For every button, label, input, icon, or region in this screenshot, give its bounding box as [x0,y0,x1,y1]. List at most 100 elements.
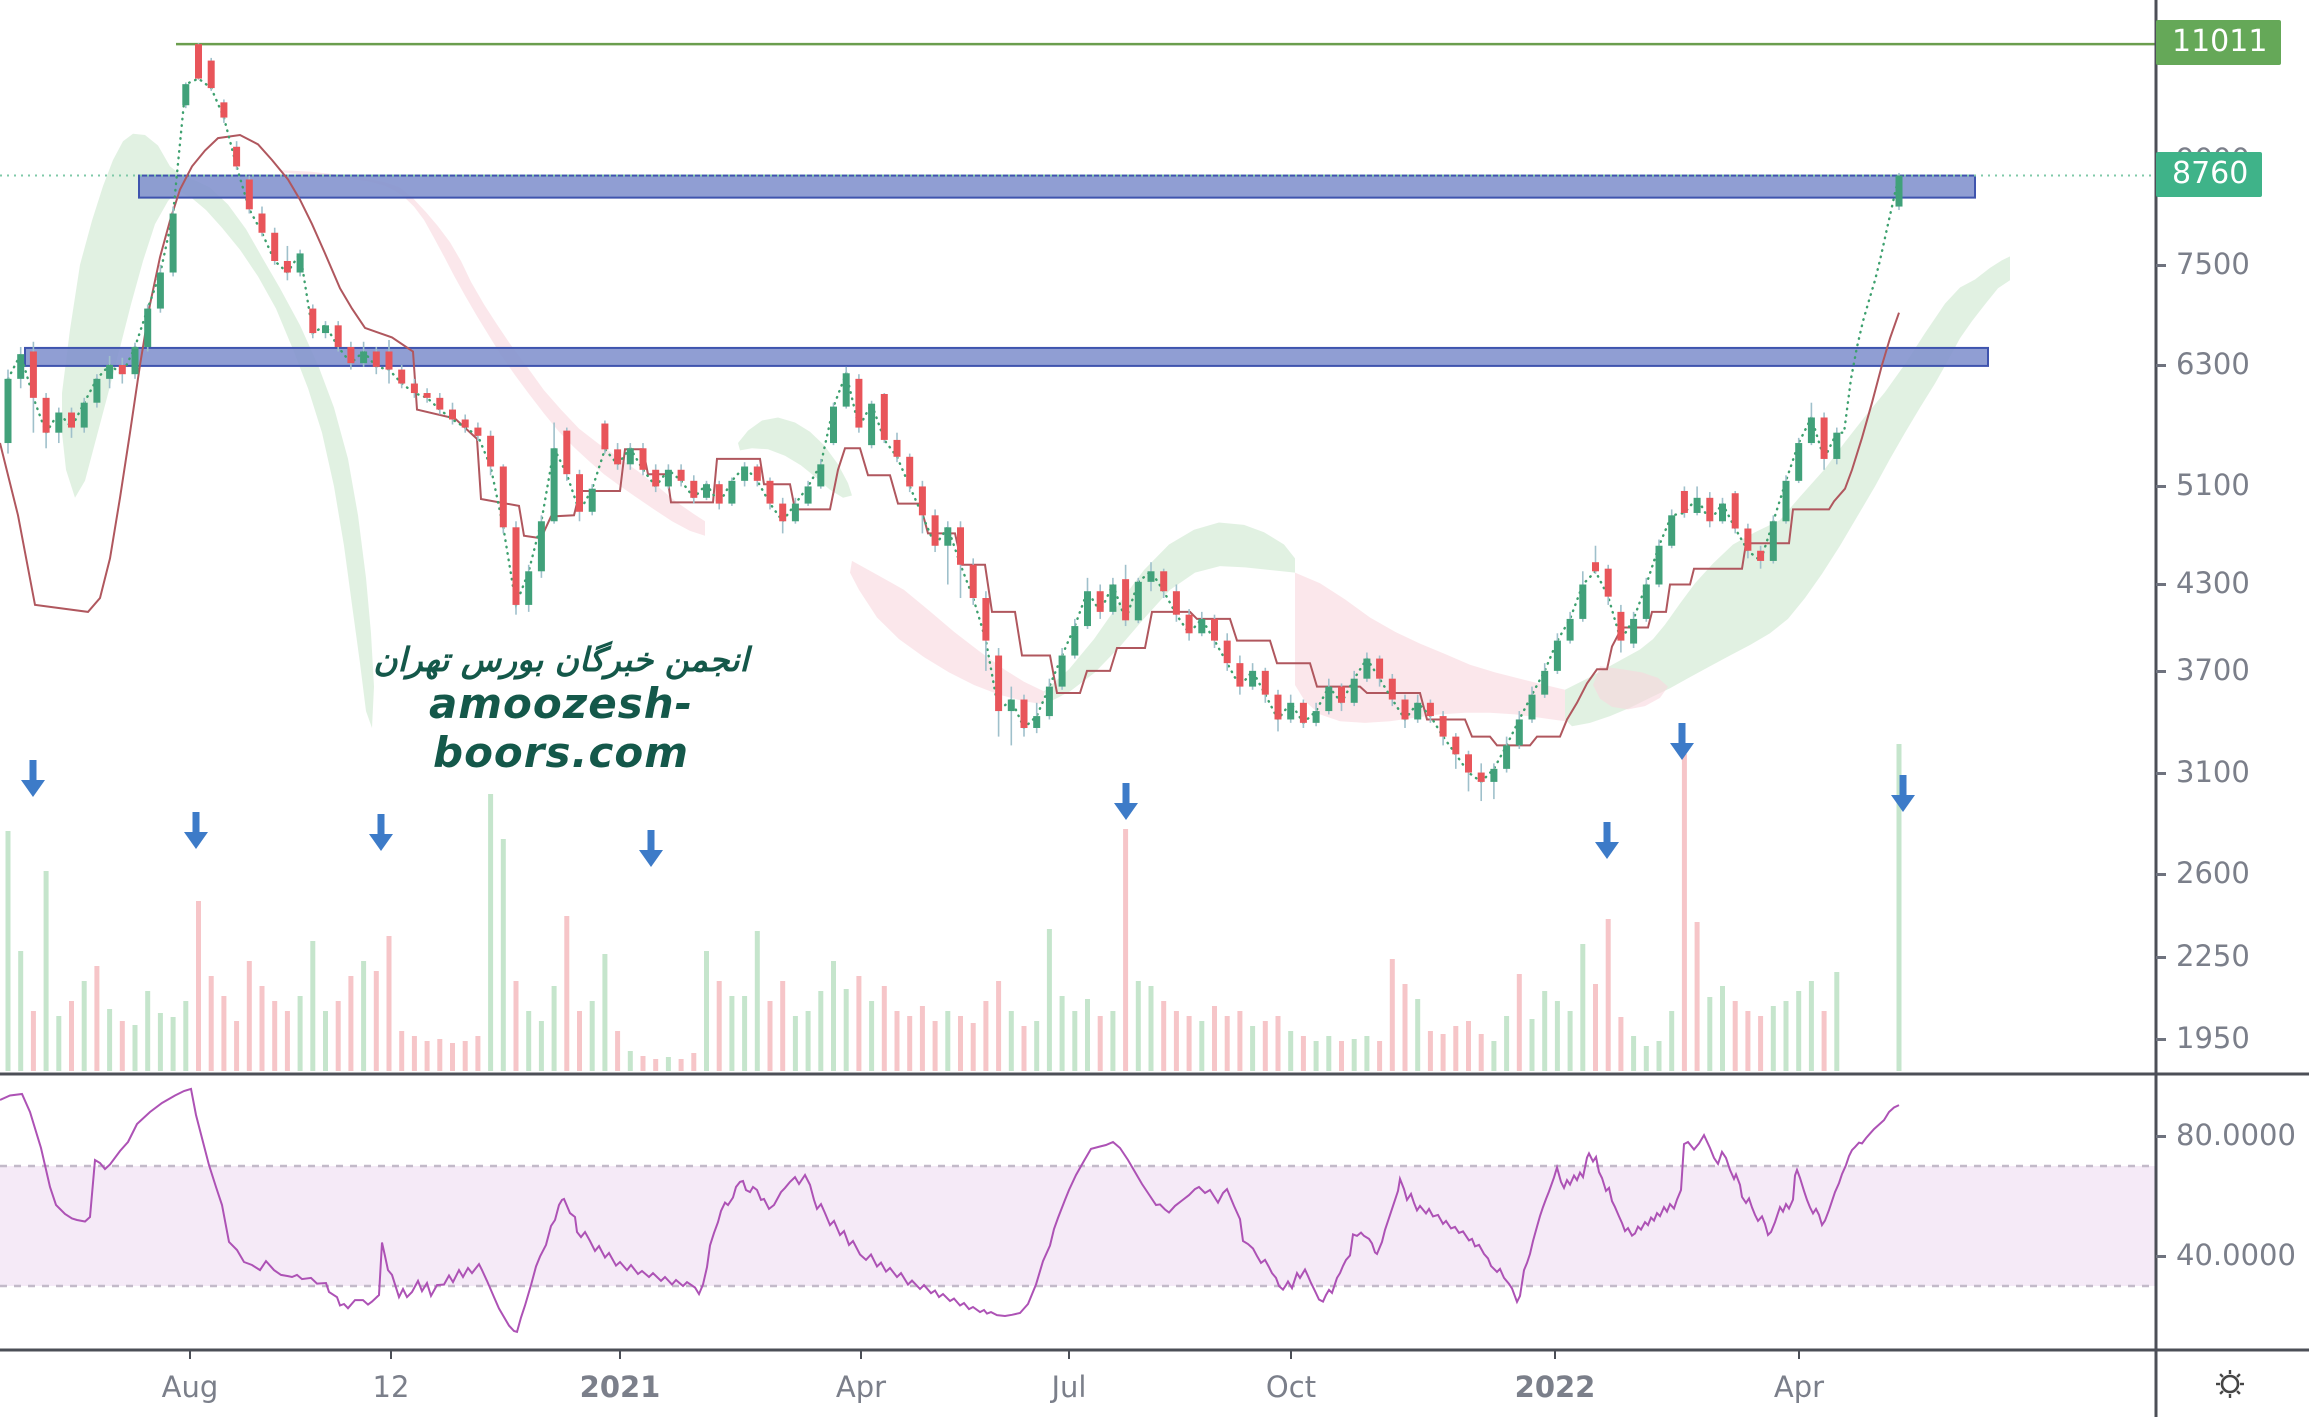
candle-body [423,393,431,398]
candle-body [1172,591,1180,615]
volume-bar [792,1016,798,1071]
candle-body [664,469,672,487]
candle-body [80,402,88,428]
volume-bar [970,1023,976,1071]
time-label-Apr: Apr [835,1370,887,1404]
candle-body [931,515,939,546]
volume-bar [5,831,11,1071]
candle-body [233,146,241,167]
volume-bar [1250,1026,1256,1071]
price-label: 6300 [2176,347,2250,381]
candle-body [1553,640,1561,671]
volume-bar [551,986,557,1071]
time-label-12: 12 [372,1370,410,1404]
volume-bar [310,941,316,1071]
volume-bar [335,1001,341,1071]
candle-body [969,564,977,599]
volume-bar [1643,1046,1649,1071]
candle-body [1414,702,1422,720]
down-arrow-icon [192,812,200,834]
candle-body [1401,699,1409,720]
candle-body [360,351,368,364]
candle-body [804,486,812,504]
candle-body [29,351,37,398]
volume-bar [69,1001,74,1071]
candle-body [1795,443,1803,481]
rsi-label: 80.0000 [2176,1118,2296,1152]
volume-bar [500,839,506,1071]
down-arrow-icon [1670,743,1694,760]
candle-body [944,527,952,546]
volume-bar [1326,1036,1332,1071]
volume-bar [526,1011,532,1071]
volume-bar [729,996,735,1071]
candle-body [1236,663,1244,687]
candle-body [1249,670,1257,687]
candle-body [449,409,456,420]
candle-body [728,480,736,504]
candle-body [1274,694,1282,720]
volume-bar [1313,1041,1319,1071]
candle-body [957,527,964,565]
candle-body [1071,626,1079,656]
volume-bar [18,951,24,1071]
down-arrow-icon [1122,783,1130,805]
time-label-Apr: Apr [1773,1370,1825,1404]
volume-bar [1631,1036,1637,1071]
candle-body [1109,584,1117,612]
down-arrow-icon [1891,795,1915,812]
price-tick [2156,1255,2166,1258]
candle-body [1350,678,1358,703]
settings-gear-icon[interactable] [2212,1366,2248,1402]
candle-body [880,393,888,440]
volume-bar [1796,991,1802,1071]
candle-body [271,232,279,261]
candle-body [42,397,50,433]
volume-bar [1300,1036,1306,1071]
volume-bar [1173,1011,1179,1071]
cloud-up [1044,522,1295,703]
volume-bar [373,971,379,1071]
candle-body [563,430,571,475]
candle-body [537,521,545,572]
candle-body [410,383,418,394]
candle-body [93,378,101,403]
candle-body [1807,417,1815,444]
time-label-Oct: Oct [1265,1370,1317,1404]
candles [4,43,1903,802]
volume-bar [119,1021,125,1071]
rsi-pane[interactable] [0,1087,2156,1334]
candle-body [1566,618,1574,641]
candle-body [918,486,926,516]
volume-bar [475,1036,481,1071]
volume-bar [589,1001,595,1071]
candle-body [1388,678,1396,700]
candle-body [703,484,710,498]
volume-bar [437,1039,443,1071]
time-label-2022: 2022 [1514,1370,1596,1404]
candle-body [1579,584,1587,619]
volume-bar [945,1011,951,1071]
volume-bar [1834,972,1840,1071]
volume-bar [843,989,849,1071]
volume-bar [1707,997,1713,1071]
volume-bar [780,981,786,1071]
volume-bar [653,1059,659,1071]
volume-bar [856,976,862,1071]
down-arrow-icon [1595,842,1619,859]
volume-bar [157,1013,163,1071]
candle-body [309,308,317,334]
volume-bar [983,1001,989,1071]
volume-bar [805,1011,811,1071]
candle-body [487,435,495,467]
candle-body [614,449,622,465]
candle-body [1655,545,1663,585]
candle-body [1198,618,1206,634]
candle-body [156,272,164,309]
price-tick [2156,583,2166,587]
candle-body [1363,658,1371,679]
volume-bar [1681,754,1687,1071]
supply-demand-zones [24,174,1989,367]
candle-body [1592,562,1599,572]
